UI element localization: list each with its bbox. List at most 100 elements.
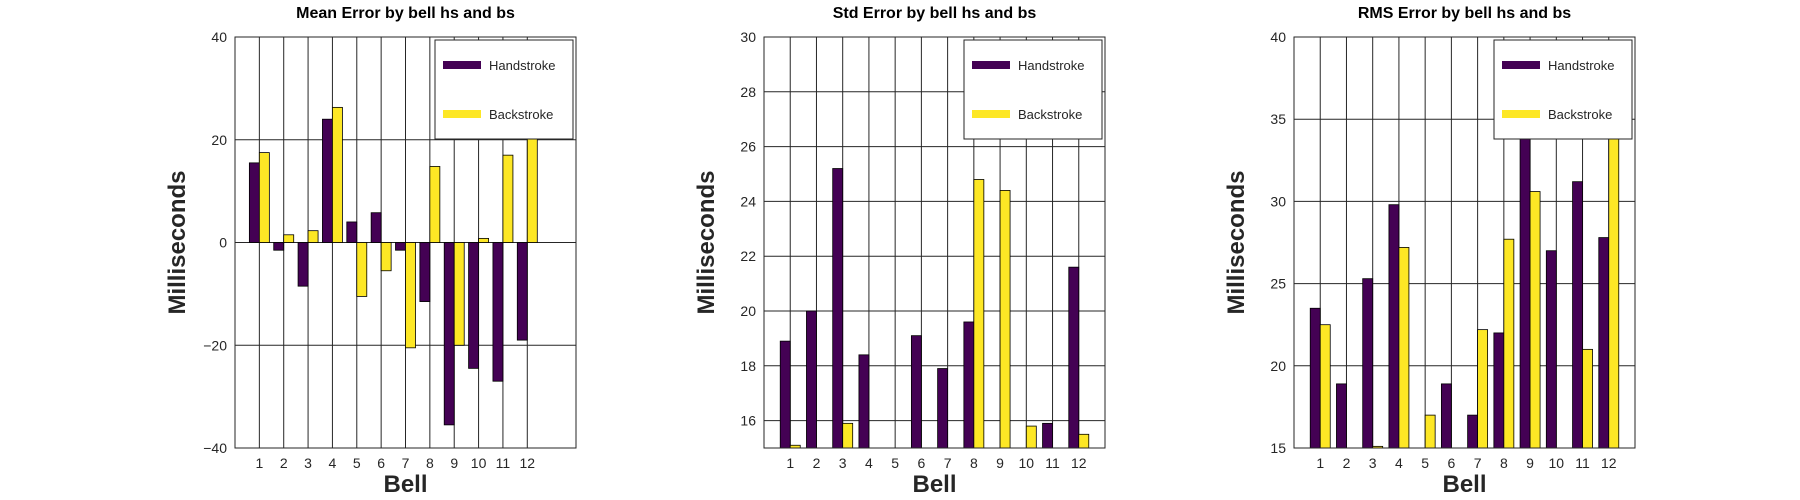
backstroke-bar-8 — [973, 179, 985, 449]
x-tick-label: 9 — [996, 455, 1004, 471]
backstroke-bar-3 — [842, 422, 854, 449]
backstroke-bar-12 — [1608, 115, 1620, 449]
x-tick-label: 7 — [944, 455, 952, 471]
x-tick-label: 3 — [304, 455, 312, 471]
legend-box — [963, 39, 1103, 140]
y-axis-label: Milliseconds — [1223, 170, 1250, 314]
legend-swatch-handstroke — [1502, 61, 1540, 69]
legend: Handstroke Backstroke — [434, 39, 574, 140]
backstroke-bar-2 — [283, 234, 295, 243]
legend-label: Handstroke — [1548, 58, 1614, 73]
y-tick-label: 20 — [1270, 358, 1286, 374]
backstroke-bar-11 — [502, 154, 514, 243]
legend-label: Handstroke — [489, 58, 555, 73]
x-axis-label: Bell — [1442, 471, 1486, 498]
x-tick-label: 3 — [839, 455, 847, 471]
backstroke-bar-9 — [453, 242, 465, 346]
x-tick-label: 8 — [1500, 455, 1508, 471]
x-tick-label: 4 — [329, 455, 337, 471]
handstroke-bar-6 — [370, 212, 382, 243]
x-tick-label: 8 — [970, 455, 978, 471]
x-tick-label: 8 — [426, 455, 434, 471]
handstroke-bar-11 — [1572, 181, 1583, 449]
handstroke-bar-7 — [395, 242, 406, 251]
y-tick-label: 26 — [740, 139, 756, 155]
legend-swatch-handstroke — [443, 61, 481, 69]
x-tick-label: 1 — [1316, 455, 1324, 471]
y-tick-label: 18 — [740, 358, 756, 374]
handstroke-bar-2 — [273, 242, 285, 251]
x-tick-label: 10 — [1549, 455, 1565, 471]
backstroke-bar-12 — [1078, 433, 1090, 449]
backstroke-bar-10 — [1025, 425, 1037, 449]
y-tick-label: 35 — [1270, 111, 1286, 127]
backstroke-bar-4 — [332, 106, 343, 243]
x-axis-label: Bell — [912, 471, 956, 498]
plot-frame — [1293, 36, 1636, 449]
handstroke-bar-12 — [1068, 266, 1080, 449]
backstroke-bar-6 — [380, 242, 392, 272]
x-tick-label: 11 — [496, 455, 511, 471]
handstroke-bar-7 — [937, 368, 949, 449]
y-tick-label: 22 — [740, 248, 756, 264]
y-tick-label: −40 — [203, 440, 227, 456]
y-tick-label: 30 — [1270, 193, 1286, 209]
handstroke-bar-8 — [419, 242, 431, 302]
handstroke-bar-2 — [806, 310, 817, 449]
backstroke-bar-10 — [478, 237, 489, 243]
x-tick-label: 10 — [1019, 455, 1035, 471]
handstroke-bar-9 — [443, 242, 455, 426]
x-tick-label: 9 — [450, 455, 458, 471]
y-tick-label: 40 — [1270, 29, 1286, 45]
x-tick-label: 6 — [377, 455, 385, 471]
y-tick-label: 16 — [740, 413, 756, 429]
x-tick-label: 5 — [891, 455, 899, 471]
legend-box — [1493, 39, 1633, 140]
legend-label: Backstroke — [489, 107, 553, 122]
x-tick-label: 9 — [1526, 455, 1534, 471]
x-axis-label: Bell — [383, 471, 427, 498]
x-tick-label: 1 — [255, 455, 263, 471]
handstroke-bar-11 — [492, 242, 504, 382]
x-tick-label: 4 — [865, 455, 873, 471]
y-tick-label: 24 — [740, 193, 756, 209]
handstroke-bar-10 — [468, 242, 479, 369]
y-tick-label: 15 — [1270, 440, 1286, 456]
legend-label: Backstroke — [1018, 107, 1082, 122]
backstroke-bar-1 — [1319, 324, 1331, 449]
x-tick-label: 7 — [1474, 455, 1482, 471]
x-tick-label: 12 — [1601, 455, 1617, 471]
x-tick-label: 10 — [471, 455, 487, 471]
legend: Handstroke Backstroke — [963, 39, 1103, 140]
plot-frame — [234, 36, 577, 449]
y-tick-label: 30 — [740, 29, 756, 45]
backstroke-bar-5 — [356, 242, 368, 297]
handstroke-bar-4 — [322, 118, 333, 243]
handstroke-bar-10 — [1545, 250, 1557, 449]
legend-swatch-backstroke — [443, 110, 481, 118]
y-axis-label: Milliseconds — [164, 170, 191, 314]
legend-label: Backstroke — [1548, 107, 1612, 122]
x-tick-label: 6 — [917, 455, 925, 471]
handstroke-bar-3 — [297, 242, 309, 287]
backstroke-bar-7 — [1477, 329, 1489, 449]
handstroke-bar-1 — [248, 162, 260, 243]
x-tick-label: 6 — [1447, 455, 1455, 471]
x-tick-label: 1 — [786, 455, 794, 471]
backstroke-bar-3 — [307, 230, 319, 243]
y-tick-label: 40 — [211, 29, 227, 45]
y-tick-label: 0 — [219, 235, 227, 251]
handstroke-bar-6 — [1440, 383, 1452, 449]
handstroke-bar-8 — [1493, 332, 1505, 449]
legend-swatch-handstroke — [972, 61, 1010, 69]
y-tick-label: −20 — [203, 337, 227, 353]
chart-title: RMS Error by bell hs and bs — [1358, 5, 1571, 22]
legend: Handstroke Backstroke — [1493, 39, 1633, 140]
handstroke-bar-12 — [516, 242, 528, 341]
y-tick-label: 25 — [1270, 276, 1286, 292]
handstroke-bar-11 — [1042, 422, 1053, 449]
x-tick-label: 2 — [280, 455, 288, 471]
handstroke-bar-6 — [910, 335, 922, 449]
